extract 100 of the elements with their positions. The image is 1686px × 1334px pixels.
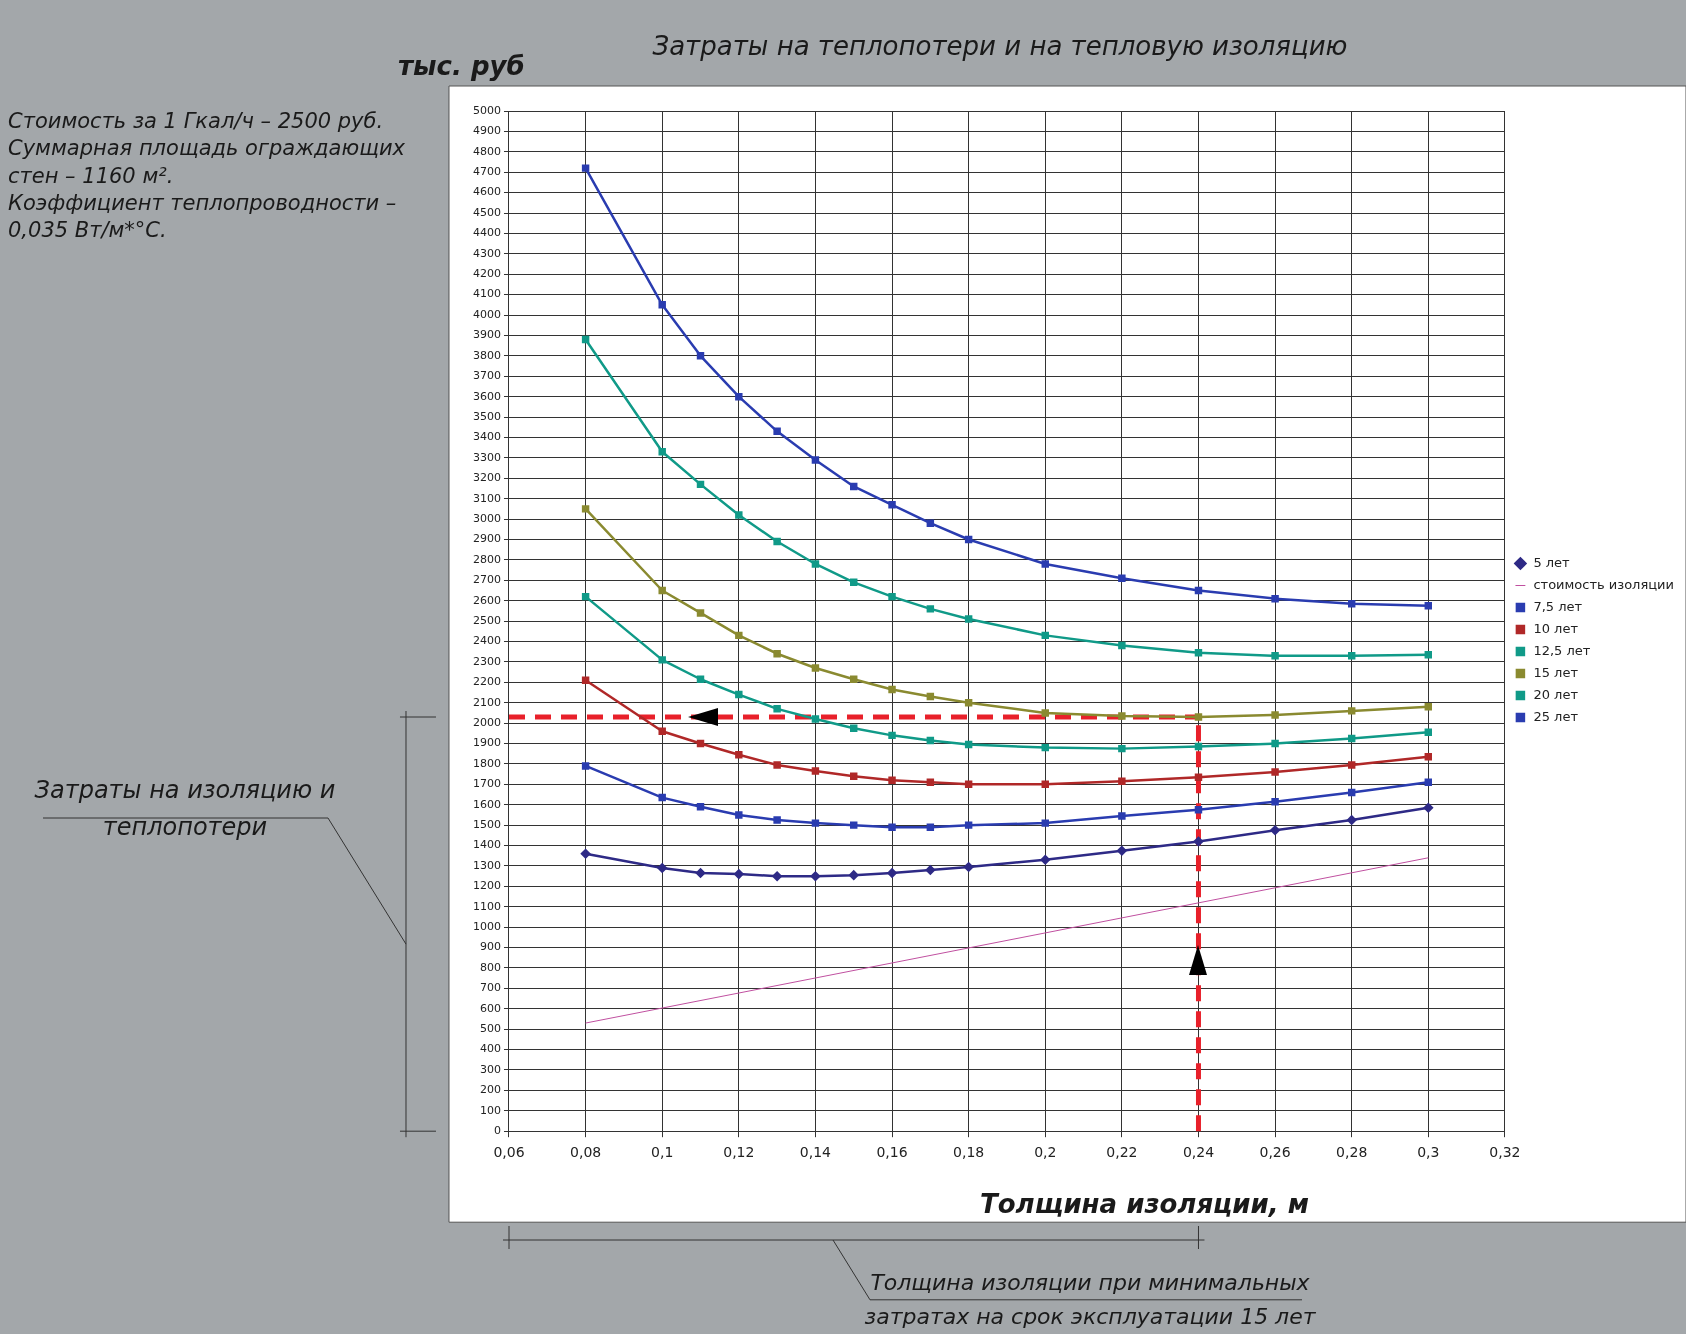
point xyxy=(810,871,821,881)
y-tick-label: 3400 xyxy=(472,430,501,444)
point xyxy=(1041,819,1049,827)
y-tick-label: 2600 xyxy=(472,593,501,607)
y-tick-label: 1500 xyxy=(472,818,501,831)
point xyxy=(1271,797,1279,806)
point xyxy=(1194,806,1203,814)
x-tick-label: 0,32 xyxy=(1489,1144,1521,1161)
point xyxy=(926,823,935,831)
point xyxy=(850,724,858,732)
point xyxy=(1118,812,1126,820)
point xyxy=(581,762,590,770)
point xyxy=(735,811,743,819)
point xyxy=(1424,753,1433,761)
x-tick-label: 0,28 xyxy=(1336,1144,1368,1161)
point xyxy=(735,392,743,401)
point xyxy=(1347,707,1356,715)
point xyxy=(1347,761,1356,769)
x-tick-label: 0,14 xyxy=(799,1144,832,1161)
point xyxy=(696,480,705,489)
point xyxy=(1271,711,1279,719)
x-tick-label: 0,08 xyxy=(570,1144,602,1161)
point xyxy=(773,705,781,713)
point xyxy=(773,650,781,658)
legend-label: 20 лет xyxy=(1533,686,1579,702)
point xyxy=(1424,602,1433,610)
point xyxy=(1423,803,1434,813)
point xyxy=(888,823,896,831)
point xyxy=(1194,586,1203,595)
point xyxy=(1194,742,1203,751)
y-tick-label: 3700 xyxy=(472,369,501,383)
y-tick-label: 500 xyxy=(479,1022,501,1036)
point xyxy=(580,848,591,859)
point xyxy=(772,871,782,881)
point xyxy=(964,780,973,789)
point xyxy=(1347,652,1356,660)
point xyxy=(1270,825,1280,835)
x-tick-label: 0,06 xyxy=(493,1144,525,1161)
y-tick-label: 4100 xyxy=(472,287,501,301)
point xyxy=(1041,743,1049,752)
point xyxy=(850,578,858,587)
y-tick-label: 3000 xyxy=(472,511,501,525)
y-tick-label: 2900 xyxy=(472,532,501,546)
point xyxy=(811,664,820,672)
point xyxy=(811,767,820,775)
point xyxy=(1424,703,1433,711)
y-tick-label: 1400 xyxy=(472,838,501,852)
point xyxy=(773,816,781,824)
y-tick-label: 2200 xyxy=(472,675,501,689)
point xyxy=(1271,652,1279,660)
point xyxy=(581,164,590,172)
y-tick-label: 4200 xyxy=(472,267,501,281)
y-tick-label: 300 xyxy=(479,1062,501,1076)
point xyxy=(1193,836,1204,847)
y-tick-label: 3100 xyxy=(472,491,501,505)
point xyxy=(811,715,820,723)
point xyxy=(1118,712,1126,720)
point xyxy=(1118,777,1126,785)
y-tick-label: 1900 xyxy=(472,736,501,750)
point xyxy=(926,778,935,787)
point xyxy=(811,560,820,568)
point xyxy=(773,537,781,546)
point xyxy=(926,692,935,701)
point xyxy=(734,869,744,879)
point xyxy=(735,751,743,759)
point xyxy=(811,819,820,827)
text: Затраты на изоляцию и теплопотери xyxy=(33,775,337,844)
point xyxy=(581,505,590,513)
legend-label: 7,5 лет xyxy=(1533,598,1583,614)
legend-label: 5 лет xyxy=(1533,554,1571,570)
point xyxy=(1041,709,1049,717)
x-tick-label: 0,26 xyxy=(1259,1144,1291,1161)
y-tick-label: 700 xyxy=(479,981,501,995)
point xyxy=(964,740,973,749)
x-tick-label: 0,16 xyxy=(876,1144,908,1161)
point xyxy=(1040,855,1051,865)
y-tick-label: 5000 xyxy=(472,103,501,117)
point xyxy=(1041,631,1049,640)
text: Стоимость за 1 Гкал/ч – 2500 руб. xyxy=(8,108,385,135)
x-tick-label: 0,1 xyxy=(651,1144,674,1161)
point xyxy=(1347,734,1356,743)
y-tick-label: 1700 xyxy=(472,777,501,791)
point xyxy=(1424,728,1433,737)
point xyxy=(926,519,935,527)
point xyxy=(696,352,705,360)
legend-label: 25 лет xyxy=(1533,708,1579,724)
y-tick-label: 1000 xyxy=(472,920,501,934)
y-tick-label: 200 xyxy=(479,1083,501,1097)
point xyxy=(925,865,936,875)
y-tick-label: 800 xyxy=(479,960,501,974)
point xyxy=(1347,788,1356,797)
point xyxy=(1271,739,1279,748)
x-tick-label: 0,12 xyxy=(723,1144,755,1161)
point xyxy=(658,727,666,736)
point xyxy=(735,690,743,699)
point xyxy=(696,609,705,617)
y-tick-label: 4300 xyxy=(472,246,501,260)
point xyxy=(1194,649,1203,657)
point xyxy=(735,511,743,519)
y-tick-label: 1200 xyxy=(472,879,501,893)
